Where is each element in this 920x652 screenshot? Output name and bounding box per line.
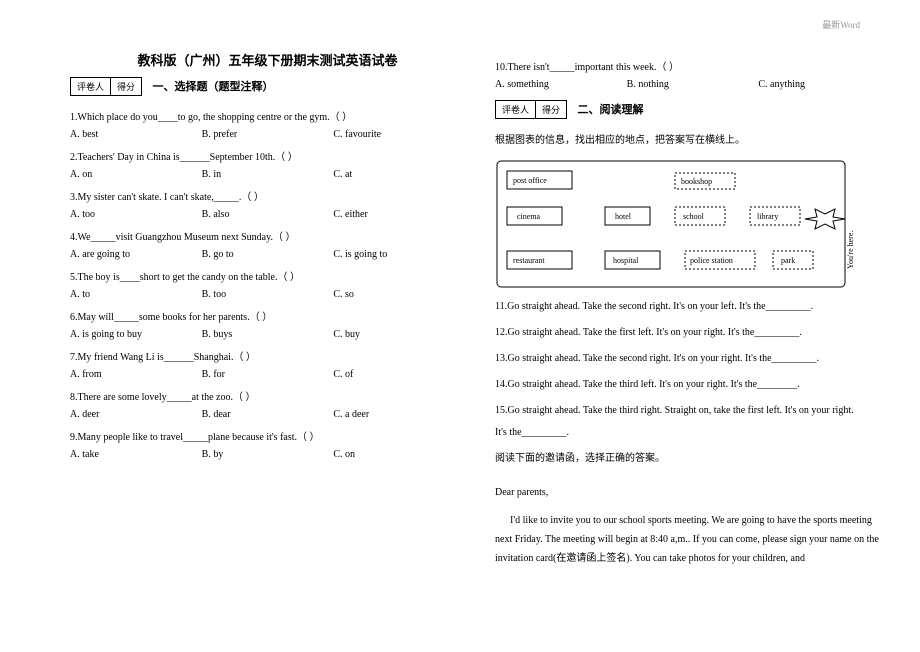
q1-opt-b: B. prefer bbox=[202, 129, 334, 140]
q10-opt-c: C. anything bbox=[758, 79, 890, 90]
q5-opt-c: C. so bbox=[333, 289, 465, 300]
right-column: 10.There isn't_____important this week.（… bbox=[495, 50, 890, 568]
reading-11: 11.Go straight ahead. Take the second ri… bbox=[495, 299, 890, 315]
question-7-options: A. from B. for C. of bbox=[70, 369, 465, 380]
question-3: 3.My sister can't skate. I can't skate,_… bbox=[70, 190, 465, 205]
map-post-office: post office bbox=[513, 176, 547, 185]
q8-opt-a: A. deer bbox=[70, 409, 202, 420]
map-school: school bbox=[683, 212, 705, 221]
score-label-2: 得分 bbox=[536, 101, 566, 118]
reading-15b: It's the_________. bbox=[495, 425, 890, 441]
reading-13: 13.Go straight ahead. Take the second ri… bbox=[495, 351, 890, 367]
question-2: 2.Teachers' Day in China is______Septemb… bbox=[70, 150, 465, 165]
score-box-2: 评卷人 得分 bbox=[495, 100, 567, 119]
examiner-label: 评卷人 bbox=[71, 78, 111, 95]
question-1: 1.Which place do you____to go, the shopp… bbox=[70, 110, 465, 125]
letter-greeting: Dear parents, bbox=[495, 485, 890, 501]
question-5: 5.The boy is____short to get the candy o… bbox=[70, 270, 465, 285]
score-box-1: 评卷人 得分 bbox=[70, 77, 142, 96]
question-10: 10.There isn't_____important this week.（… bbox=[495, 60, 890, 75]
map-park: park bbox=[781, 256, 795, 265]
q9-opt-c: C. on bbox=[333, 449, 465, 460]
map-bookshop: bookshop bbox=[681, 177, 712, 186]
exam-title: 教科版（广州）五年级下册期末测试英语试卷 bbox=[70, 50, 465, 69]
question-8: 8.There are some lovely_____at the zoo.（… bbox=[70, 390, 465, 405]
reading2-intro: 阅读下面的邀请函，选择正确的答案。 bbox=[495, 451, 890, 467]
q8-opt-b: B. dear bbox=[202, 409, 334, 420]
question-10-options: A. something B. nothing C. anything bbox=[495, 79, 890, 90]
question-3-options: A. too B. also C. either bbox=[70, 209, 465, 220]
question-7: 7.My friend Wang Li is______Shanghai.（ ） bbox=[70, 350, 465, 365]
map-hospital: hospital bbox=[613, 256, 639, 265]
q8-opt-c: C. a deer bbox=[333, 409, 465, 420]
score-label: 得分 bbox=[111, 78, 141, 95]
q1-opt-a: A. best bbox=[70, 129, 202, 140]
question-6: 6.May will_____some books for her parent… bbox=[70, 310, 465, 325]
reading-12: 12.Go straight ahead. Take the first lef… bbox=[495, 325, 890, 341]
q2-opt-b: B. in bbox=[202, 169, 334, 180]
watermark: 最新Word bbox=[822, 18, 860, 31]
q9-opt-a: A. take bbox=[70, 449, 202, 460]
q6-opt-a: A. is going to buy bbox=[70, 329, 202, 340]
q10-opt-a: A. something bbox=[495, 79, 627, 90]
q3-opt-c: C. either bbox=[333, 209, 465, 220]
question-5-options: A. to B. too C. so bbox=[70, 289, 465, 300]
question-9: 9.Many people like to travel_____plane b… bbox=[70, 430, 465, 445]
map-cinema: cinema bbox=[517, 212, 541, 221]
page-container: 教科版（广州）五年级下册期末测试英语试卷 评卷人 得分 一、选择题（题型注释） … bbox=[0, 0, 920, 588]
q10-opt-b: B. nothing bbox=[627, 79, 759, 90]
q4-opt-b: B. go to bbox=[202, 249, 334, 260]
reading-14: 14.Go straight ahead. Take the third lef… bbox=[495, 377, 890, 393]
q7-opt-b: B. for bbox=[202, 369, 334, 380]
question-8-options: A. deer B. dear C. a deer bbox=[70, 409, 465, 420]
section-2-title: 二、阅读理解 bbox=[578, 104, 644, 116]
q4-opt-c: C. is going to bbox=[333, 249, 465, 260]
q3-opt-b: B. also bbox=[202, 209, 334, 220]
q3-opt-a: A. too bbox=[70, 209, 202, 220]
left-column: 教科版（广州）五年级下册期末测试英语试卷 评卷人 得分 一、选择题（题型注释） … bbox=[70, 50, 465, 568]
q5-opt-b: B. too bbox=[202, 289, 334, 300]
q1-opt-c: C. favourite bbox=[333, 129, 465, 140]
map-hotel: hotel bbox=[615, 212, 632, 221]
question-4: 4.We_____visit Guangzhou Museum next Sun… bbox=[70, 230, 465, 245]
question-1-options: A. best B. prefer C. favourite bbox=[70, 129, 465, 140]
question-2-options: A. on B. in C. at bbox=[70, 169, 465, 180]
map-police-station: police station bbox=[690, 256, 733, 265]
examiner-label-2: 评卷人 bbox=[496, 101, 536, 118]
q7-opt-a: A. from bbox=[70, 369, 202, 380]
map-restaurant: restaurant bbox=[513, 256, 545, 265]
q2-opt-c: C. at bbox=[333, 169, 465, 180]
q9-opt-b: B. by bbox=[202, 449, 334, 460]
question-9-options: A. take B. by C. on bbox=[70, 449, 465, 460]
reading-15: 15.Go straight ahead. Take the third rig… bbox=[495, 403, 890, 419]
q6-opt-c: C. buy bbox=[333, 329, 465, 340]
map-library: library bbox=[757, 212, 778, 221]
question-4-options: A. are going to B. go to C. is going to bbox=[70, 249, 465, 260]
section-1-title: 一、选择题（题型注释） bbox=[153, 81, 274, 93]
question-6-options: A. is going to buy B. buys C. buy bbox=[70, 329, 465, 340]
q4-opt-a: A. are going to bbox=[70, 249, 202, 260]
q5-opt-a: A. to bbox=[70, 289, 202, 300]
letter-body: I'd like to invite you to our school spo… bbox=[495, 511, 890, 568]
map-you-are-here: You're here. bbox=[846, 231, 855, 269]
q2-opt-a: A. on bbox=[70, 169, 202, 180]
q6-opt-b: B. buys bbox=[202, 329, 334, 340]
reading-intro: 根据图表的信息，找出相应的地点，把答案写在横线上。 bbox=[495, 133, 890, 149]
q7-opt-c: C. of bbox=[333, 369, 465, 380]
map-diagram: post office bookshop cinema hotel school… bbox=[495, 159, 865, 289]
